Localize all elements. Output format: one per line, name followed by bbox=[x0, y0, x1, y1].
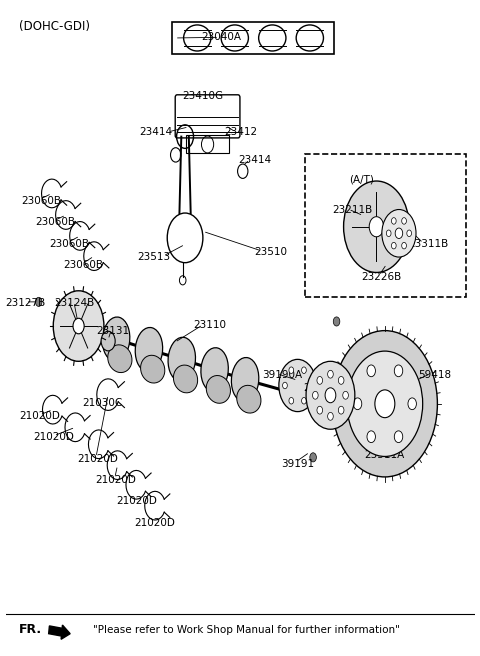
Circle shape bbox=[289, 367, 294, 373]
Circle shape bbox=[367, 365, 375, 377]
Circle shape bbox=[332, 331, 437, 477]
Circle shape bbox=[392, 218, 396, 224]
Text: 23060B: 23060B bbox=[35, 217, 75, 227]
Text: 23060B: 23060B bbox=[63, 260, 103, 270]
Text: 21020D: 21020D bbox=[134, 518, 176, 527]
Circle shape bbox=[402, 218, 407, 224]
Text: 23311B: 23311B bbox=[408, 239, 448, 249]
Text: 23414: 23414 bbox=[139, 127, 172, 137]
Text: 21020D: 21020D bbox=[19, 411, 60, 421]
Circle shape bbox=[36, 297, 42, 306]
FancyArrow shape bbox=[48, 625, 70, 640]
Text: 23124B: 23124B bbox=[54, 298, 94, 308]
Text: 21020D: 21020D bbox=[77, 454, 118, 464]
Text: 23131: 23131 bbox=[96, 326, 130, 337]
Circle shape bbox=[338, 406, 344, 414]
Text: "Please refer to Work Shop Manual for further information": "Please refer to Work Shop Manual for fu… bbox=[93, 625, 399, 635]
Circle shape bbox=[53, 291, 104, 361]
Circle shape bbox=[382, 209, 416, 257]
Text: 23060B: 23060B bbox=[49, 239, 89, 249]
Circle shape bbox=[73, 318, 84, 334]
Ellipse shape bbox=[108, 345, 132, 373]
Circle shape bbox=[353, 398, 362, 409]
Ellipse shape bbox=[168, 337, 195, 381]
Text: 21020D: 21020D bbox=[116, 496, 156, 506]
Circle shape bbox=[402, 242, 407, 249]
Circle shape bbox=[343, 392, 348, 400]
Circle shape bbox=[392, 242, 396, 249]
Circle shape bbox=[386, 230, 391, 237]
Circle shape bbox=[394, 365, 403, 377]
Circle shape bbox=[369, 216, 384, 237]
Ellipse shape bbox=[201, 348, 228, 392]
Ellipse shape bbox=[141, 356, 165, 383]
Circle shape bbox=[289, 398, 294, 404]
Text: 23200B: 23200B bbox=[354, 405, 394, 415]
Circle shape bbox=[344, 181, 409, 272]
Circle shape bbox=[101, 331, 115, 351]
Ellipse shape bbox=[102, 317, 130, 361]
Text: 21030C: 21030C bbox=[82, 398, 122, 408]
Text: (DOHC-GDI): (DOHC-GDI) bbox=[19, 20, 90, 33]
Text: 23311A: 23311A bbox=[365, 451, 405, 461]
Text: 23060B: 23060B bbox=[21, 195, 61, 205]
Circle shape bbox=[367, 431, 375, 443]
Circle shape bbox=[395, 228, 403, 239]
Circle shape bbox=[301, 367, 306, 373]
Bar bbox=[172, 22, 334, 54]
Text: 59418: 59418 bbox=[419, 370, 452, 380]
Ellipse shape bbox=[237, 385, 261, 413]
Text: FR.: FR. bbox=[19, 623, 42, 636]
Circle shape bbox=[317, 406, 323, 414]
Circle shape bbox=[308, 382, 312, 389]
Text: 39191: 39191 bbox=[281, 459, 314, 469]
Circle shape bbox=[310, 453, 316, 462]
Text: 23510: 23510 bbox=[254, 247, 288, 257]
Text: 23410G: 23410G bbox=[182, 91, 224, 101]
Text: 21020D: 21020D bbox=[96, 474, 136, 485]
Circle shape bbox=[283, 382, 288, 389]
Text: 23513: 23513 bbox=[137, 253, 170, 262]
Circle shape bbox=[407, 230, 411, 237]
Circle shape bbox=[338, 377, 344, 384]
Bar bbox=[186, 135, 228, 153]
Circle shape bbox=[394, 431, 403, 443]
Text: 23212: 23212 bbox=[303, 383, 336, 393]
Text: 23211B: 23211B bbox=[332, 205, 372, 215]
Text: 23110: 23110 bbox=[193, 319, 227, 330]
Circle shape bbox=[317, 377, 323, 384]
Text: 23127B: 23127B bbox=[5, 298, 46, 308]
Text: 23414: 23414 bbox=[238, 155, 271, 165]
Circle shape bbox=[328, 413, 333, 420]
Text: 23412: 23412 bbox=[224, 127, 257, 137]
Circle shape bbox=[312, 392, 318, 400]
Circle shape bbox=[328, 370, 333, 378]
Circle shape bbox=[408, 398, 417, 409]
Text: (A/T): (A/T) bbox=[349, 174, 374, 184]
Bar bbox=[305, 154, 466, 297]
Circle shape bbox=[419, 442, 426, 451]
Ellipse shape bbox=[231, 358, 259, 401]
Circle shape bbox=[333, 317, 340, 326]
Text: 39190A: 39190A bbox=[263, 370, 303, 380]
Text: 23040A: 23040A bbox=[202, 32, 241, 43]
Ellipse shape bbox=[173, 365, 198, 393]
Circle shape bbox=[301, 398, 306, 404]
Text: 23226B: 23226B bbox=[361, 272, 401, 282]
Ellipse shape bbox=[206, 375, 230, 403]
Ellipse shape bbox=[135, 327, 163, 372]
Circle shape bbox=[306, 361, 355, 429]
Circle shape bbox=[325, 388, 336, 403]
Circle shape bbox=[375, 390, 395, 418]
Text: 21020D: 21020D bbox=[33, 432, 74, 442]
Circle shape bbox=[279, 359, 316, 411]
Circle shape bbox=[347, 351, 423, 457]
